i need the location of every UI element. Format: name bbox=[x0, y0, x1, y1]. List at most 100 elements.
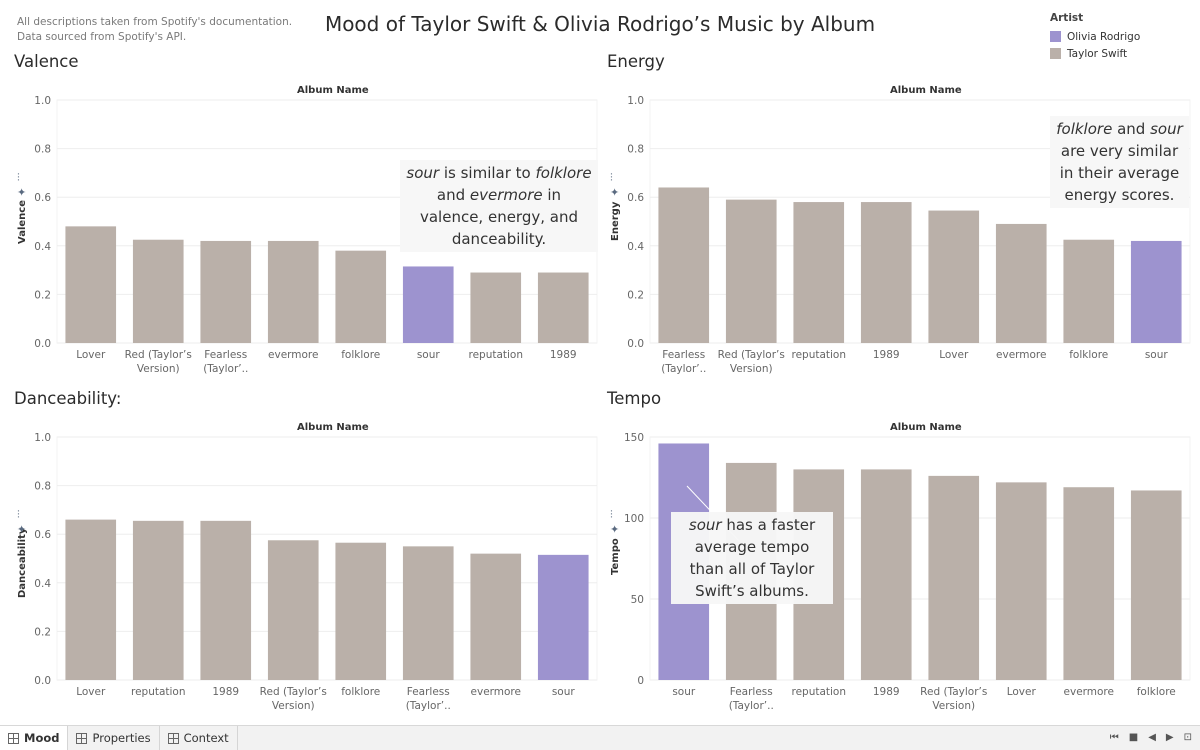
y-tick-label: 0.0 bbox=[34, 675, 51, 687]
panel-title: Valence bbox=[14, 52, 79, 71]
bar-chart: 150 100 50 0 sour Fearless (Taylor’.. reputatio… bbox=[624, 432, 1191, 712]
x-tick-label: Lover bbox=[76, 349, 106, 361]
legend-item-olivia[interactable]: Olivia Rodrigo bbox=[1050, 28, 1140, 45]
y-tick-label: 1.0 bbox=[34, 95, 51, 107]
bar-chart-icon[interactable]: ⫶ bbox=[610, 508, 613, 521]
panel-title: Energy bbox=[607, 52, 665, 71]
y-tick-label: 0.8 bbox=[34, 481, 51, 493]
x-tick-label: evermore bbox=[996, 349, 1046, 361]
bar[interactable] bbox=[335, 250, 387, 343]
x-tick-label: evermore bbox=[268, 349, 318, 361]
bar[interactable] bbox=[860, 469, 912, 680]
bar-chart: 1.0 0.8 0.6 0.4 0.2 0.0 Lover Red (Taylor’s Vers… bbox=[34, 95, 598, 375]
next-sheet-button[interactable]: ▶ bbox=[1165, 732, 1174, 743]
bar[interactable] bbox=[132, 239, 184, 343]
bar[interactable] bbox=[65, 519, 117, 680]
prev-sheet-button[interactable]: ◀ bbox=[1148, 732, 1156, 743]
y-tick-label: 0.8 bbox=[627, 144, 644, 156]
legend[interactable]: Artist Olivia Rodrigo Taylor Swift bbox=[1050, 12, 1140, 62]
pin-icon[interactable]: ✦ bbox=[17, 186, 27, 199]
x-tick-label: 1989 bbox=[212, 686, 239, 698]
bar-chart-icon[interactable]: ⫶ bbox=[610, 171, 613, 184]
x-tick-label: Fearless (Taylor’.. bbox=[203, 349, 248, 375]
y-tick-label: 0.8 bbox=[34, 144, 51, 156]
x-tick-label: Fearless (Taylor’.. bbox=[729, 686, 774, 712]
legend-swatch-olivia bbox=[1050, 31, 1061, 42]
y-tick-label: 0.2 bbox=[34, 289, 51, 301]
bar[interactable] bbox=[995, 482, 1047, 680]
bar-chart-icon[interactable]: ⫶ bbox=[17, 171, 20, 184]
x-tick-label: evermore bbox=[471, 686, 521, 698]
legend-label: Olivia Rodrigo bbox=[1067, 30, 1141, 43]
bar[interactable] bbox=[1130, 240, 1182, 343]
first-sheet-button[interactable]: ⏮ bbox=[1109, 732, 1119, 743]
sheet-navigation: ⏮ ■ ◀ ▶ ⊡ bbox=[1110, 732, 1192, 743]
bar[interactable] bbox=[402, 266, 454, 343]
bar[interactable] bbox=[267, 240, 319, 343]
x-tick-label: Fearless (Taylor’.. bbox=[406, 686, 451, 712]
tab-label: Context bbox=[183, 731, 229, 745]
source-note: All descriptions taken from Spotify's do… bbox=[17, 16, 293, 43]
bar[interactable] bbox=[267, 540, 319, 680]
x-tick-label: reputation bbox=[791, 686, 846, 698]
bar[interactable] bbox=[1130, 490, 1182, 680]
x-tick-label: Red (Taylor’s Version) bbox=[125, 349, 192, 375]
tab-context[interactable]: Context bbox=[160, 726, 238, 750]
bar[interactable] bbox=[860, 202, 912, 343]
x-axis-title: Album Name bbox=[890, 85, 962, 96]
x-tick-label: 1989 bbox=[873, 349, 900, 361]
bar[interactable] bbox=[470, 272, 522, 343]
bar[interactable] bbox=[335, 542, 387, 680]
bar[interactable] bbox=[470, 553, 522, 680]
x-tick-label: folklore bbox=[341, 349, 380, 361]
x-tick-label: sour bbox=[417, 349, 441, 361]
danceability-panel: Danceability: Album Name Danceability ⫶ ✦ 1.0… bbox=[0, 387, 600, 727]
x-tick-label: 1989 bbox=[550, 349, 577, 361]
x-tick-label: 1989 bbox=[873, 686, 900, 698]
bar[interactable] bbox=[725, 199, 777, 343]
bar[interactable] bbox=[65, 226, 117, 343]
tab-label: Mood bbox=[24, 731, 60, 745]
tab-mood[interactable]: Mood bbox=[0, 726, 69, 750]
bar[interactable] bbox=[200, 520, 252, 680]
stop-button[interactable]: ■ bbox=[1128, 732, 1139, 743]
bar[interactable] bbox=[402, 546, 454, 680]
bar[interactable] bbox=[537, 272, 589, 343]
bar[interactable] bbox=[1063, 239, 1115, 343]
tempo-panel: Tempo Album Name Tempo ⫶ ✦ 150 100 50 0 sour Fearl… bbox=[593, 387, 1193, 727]
pin-icon[interactable]: ✦ bbox=[610, 186, 620, 199]
x-tick-label: evermore bbox=[1064, 686, 1114, 698]
pin-icon[interactable]: ✦ bbox=[17, 523, 27, 536]
bar-chart-icon[interactable]: ⫶ bbox=[17, 508, 20, 521]
bar-chart: 1.0 0.8 0.6 0.4 0.2 0.0 Lover reputation 1989 Red… bbox=[34, 432, 598, 712]
legend-item-taylor[interactable]: Taylor Swift bbox=[1050, 45, 1140, 62]
bar[interactable] bbox=[928, 210, 980, 343]
pin-icon[interactable]: ✦ bbox=[610, 523, 620, 536]
x-tick-label: reputation bbox=[468, 349, 523, 361]
sheet-tab-bar: Mood Properties Context ⏮ ■ ◀ ▶ ⊡ bbox=[0, 725, 1200, 750]
y-tick-label: 0.6 bbox=[34, 529, 51, 541]
x-tick-label: Lover bbox=[939, 349, 969, 361]
legend-title: Artist bbox=[1050, 12, 1084, 24]
bar[interactable] bbox=[132, 520, 184, 680]
y-tick-label: 1.0 bbox=[34, 432, 51, 444]
bar[interactable] bbox=[928, 475, 980, 680]
tab-label: Properties bbox=[92, 731, 151, 745]
tab-properties[interactable]: Properties bbox=[68, 726, 160, 750]
presentation-mode-button[interactable]: ⊡ bbox=[1183, 732, 1192, 743]
bar[interactable] bbox=[200, 240, 252, 343]
bar[interactable] bbox=[995, 223, 1047, 343]
y-tick-label: 0.2 bbox=[34, 626, 51, 638]
x-axis-title: Album Name bbox=[297, 422, 369, 433]
bar[interactable] bbox=[537, 554, 589, 680]
panel-title: Danceability: bbox=[14, 389, 122, 408]
dashboard-icon bbox=[76, 732, 88, 744]
annotation-box: sour is similar to folklore and evermore… bbox=[400, 160, 598, 252]
bar[interactable] bbox=[793, 202, 845, 343]
y-tick-label: 50 bbox=[631, 594, 644, 606]
bar[interactable] bbox=[1063, 487, 1115, 680]
dashboard-title: Mood of Taylor Swift & Olivia Rodrigo’s … bbox=[324, 12, 876, 36]
x-tick-label: Fearless (Taylor’.. bbox=[661, 349, 706, 375]
bar[interactable] bbox=[658, 187, 710, 343]
x-tick-label: sour bbox=[552, 686, 576, 698]
